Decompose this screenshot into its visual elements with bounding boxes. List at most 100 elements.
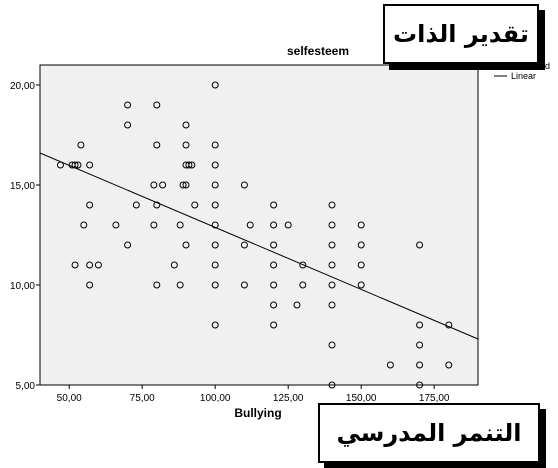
y-axis-ticks: 5,00 10,00 15,00 20,00 <box>10 81 40 392</box>
observed-point <box>124 241 132 249</box>
x-tick-label: 50,00 <box>57 393 82 404</box>
observed-point <box>416 321 424 329</box>
observed-point <box>112 221 120 229</box>
observed-point <box>328 241 336 249</box>
observed-point <box>170 261 178 269</box>
observed-point <box>328 261 336 269</box>
observed-point <box>328 281 336 289</box>
observed-point <box>270 281 278 289</box>
observed-point <box>270 241 278 249</box>
observed-point <box>153 141 161 149</box>
observed-point <box>182 121 190 129</box>
observed-point <box>150 221 158 229</box>
plot-area <box>39 64 479 386</box>
observed-point <box>328 301 336 309</box>
observed-point <box>71 161 79 169</box>
observed-point <box>211 181 219 189</box>
points-layer <box>56 81 453 389</box>
observed-point <box>77 141 85 149</box>
observed-point <box>357 221 365 229</box>
observed-point <box>211 241 219 249</box>
observed-point <box>211 161 219 169</box>
observed-point <box>185 161 193 169</box>
observed-point <box>211 81 219 89</box>
observed-point <box>386 361 394 369</box>
observed-point <box>86 261 94 269</box>
observed-point <box>124 121 132 129</box>
observed-point <box>293 301 301 309</box>
x-axis-label: Bullying <box>234 406 281 420</box>
observed-point <box>179 181 187 189</box>
observed-point <box>211 221 219 229</box>
x-tick-label: 150,00 <box>346 393 377 404</box>
observed-point <box>299 261 307 269</box>
observed-point <box>240 281 248 289</box>
x-axis-arabic-callout: التنمر المدرسي <box>318 403 540 463</box>
observed-point <box>240 241 248 249</box>
observed-point <box>416 361 424 369</box>
observed-point <box>246 221 254 229</box>
observed-point <box>182 141 190 149</box>
observed-point <box>270 321 278 329</box>
observed-point <box>132 201 140 209</box>
observed-point <box>211 141 219 149</box>
observed-point <box>86 161 94 169</box>
x-tick-label: 100,00 <box>200 393 231 404</box>
y-tick-label: 5,00 <box>16 381 36 392</box>
observed-point <box>284 221 292 229</box>
observed-point <box>182 181 190 189</box>
observed-point <box>153 101 161 109</box>
x-tick-label: 75,00 <box>130 393 155 404</box>
y-tick-label: 15,00 <box>10 181 35 192</box>
observed-point <box>150 181 158 189</box>
observed-point <box>328 341 336 349</box>
legend-observed-label: Observed <box>511 61 550 71</box>
observed-point <box>188 161 196 169</box>
observed-point <box>445 361 453 369</box>
legend-linear-label: Linear <box>511 71 536 81</box>
linear-fit-line <box>39 152 479 340</box>
observed-point <box>124 101 132 109</box>
observed-point <box>416 341 424 349</box>
observed-point <box>328 381 336 389</box>
observed-point <box>270 261 278 269</box>
observed-point <box>80 221 88 229</box>
x-tick-label: 175,00 <box>419 393 450 404</box>
observed-point <box>176 221 184 229</box>
observed-point <box>211 201 219 209</box>
observed-point <box>357 241 365 249</box>
x-tick-label: 125,00 <box>273 393 304 404</box>
observed-point <box>328 221 336 229</box>
observed-point <box>182 241 190 249</box>
observed-point <box>211 261 219 269</box>
fit-line-layer <box>39 152 479 340</box>
observed-point <box>191 201 199 209</box>
observed-point <box>211 281 219 289</box>
observed-point <box>211 321 219 329</box>
y-tick-label: 20,00 <box>10 81 35 92</box>
observed-point <box>74 161 82 169</box>
observed-point <box>357 281 365 289</box>
observed-point <box>357 261 365 269</box>
observed-point <box>94 261 102 269</box>
observed-point <box>270 201 278 209</box>
observed-point <box>270 221 278 229</box>
y-axis-arabic-callout: تقدير الذات <box>383 4 539 64</box>
observed-point <box>86 281 94 289</box>
observed-point <box>86 201 94 209</box>
observed-point <box>71 261 79 269</box>
observed-point <box>416 381 424 389</box>
observed-point <box>240 181 248 189</box>
legend-observed-marker <box>496 62 504 70</box>
x-axis-ticks: 50,00 75,00 100,00 125,00 150,00 175,00 <box>57 385 450 404</box>
observed-point <box>176 281 184 289</box>
observed-point <box>270 301 278 309</box>
observed-point <box>56 161 64 169</box>
observed-point <box>328 201 336 209</box>
observed-point <box>416 241 424 249</box>
legend: Observed Linear <box>494 61 550 81</box>
observed-point <box>159 181 167 189</box>
observed-point <box>153 281 161 289</box>
y-tick-label: 10,00 <box>10 281 35 292</box>
observed-point <box>299 281 307 289</box>
